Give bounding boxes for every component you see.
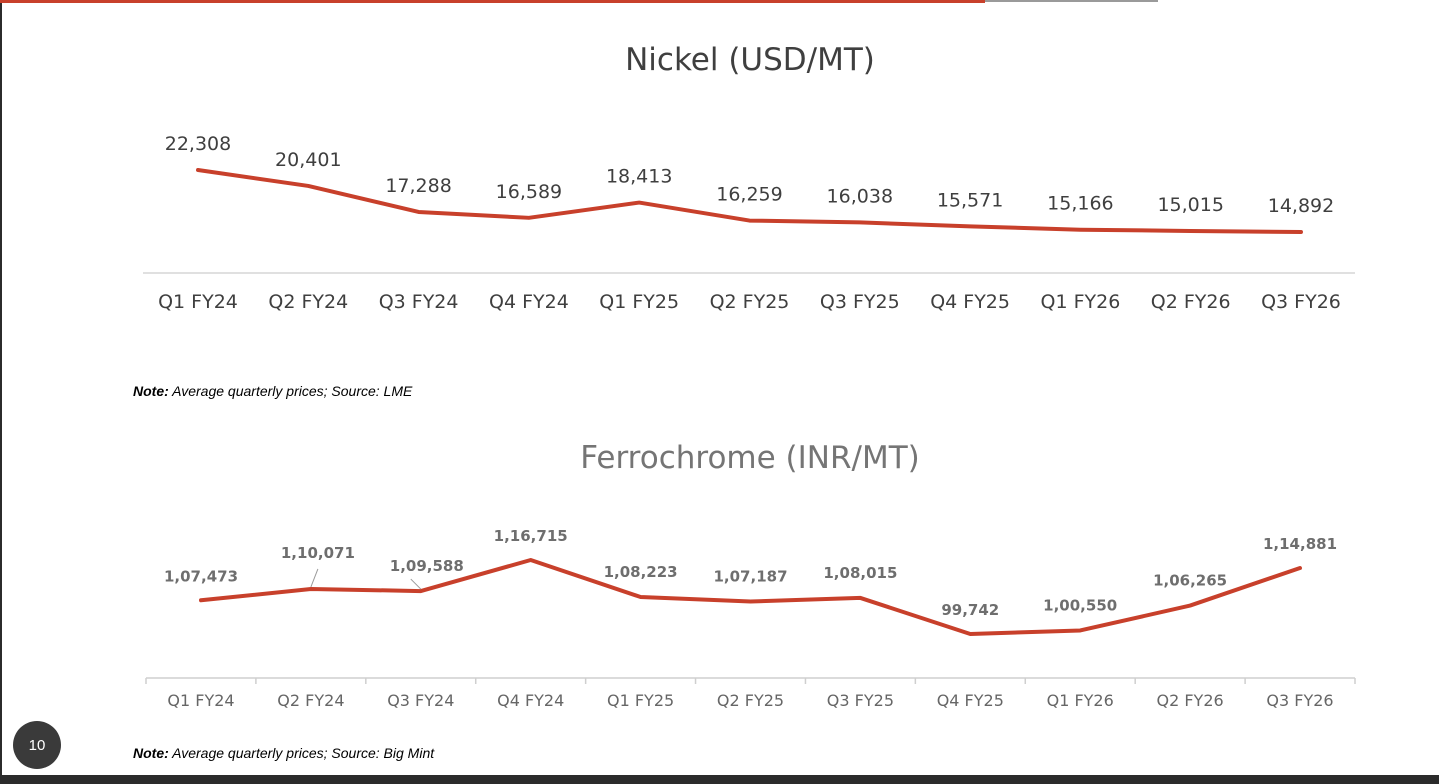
x-tick-label: Q1 FY24	[167, 691, 234, 710]
data-label: 22,308	[165, 133, 231, 155]
data-point	[527, 216, 531, 220]
nickel-line-chart: 22,308 20,401 17,288 16,589 18,413 16,259 16,0…	[143, 133, 1355, 313]
data-label: 20,401	[275, 149, 341, 171]
x-tick-label: Q2 FY25	[717, 691, 784, 710]
page-number-badge: 10	[13, 721, 61, 769]
x-tick-label: Q2 FY25	[710, 291, 790, 313]
x-tick-label: Q1 FY25	[607, 691, 674, 710]
data-point	[858, 596, 862, 600]
x-tick-label: Q4 FY25	[930, 291, 1010, 313]
data-point	[529, 558, 533, 562]
x-tick-label: Q3 FY24	[387, 691, 454, 710]
x-tick-label: Q2 FY24	[277, 691, 344, 710]
nickel-chart-title: Nickel (USD/MT)	[625, 42, 875, 78]
data-point	[1298, 566, 1302, 570]
data-label: 1,00,550	[1043, 596, 1117, 614]
ferrochrome-chart-title: Ferrochrome (INR/MT)	[580, 440, 920, 476]
x-tick-label: Q3 FY26	[1266, 691, 1333, 710]
data-point	[419, 589, 423, 593]
data-point	[1189, 229, 1193, 233]
data-point	[968, 224, 972, 228]
nickel-source-note: Note: Average quarterly prices; Source: …	[133, 383, 412, 399]
data-label: 15,015	[1157, 194, 1223, 216]
data-point	[1078, 628, 1082, 632]
x-tick-label: Q2 FY24	[268, 291, 348, 313]
x-tick-label: Q1 FY26	[1047, 691, 1114, 710]
data-label: 1,07,473	[164, 567, 238, 585]
x-tick-label: Q4 FY24	[489, 291, 569, 313]
note-text: Average quarterly prices; Source: LME	[168, 383, 413, 399]
slide-bottom-border	[0, 775, 1439, 784]
data-point	[309, 587, 313, 591]
data-label: 15,571	[937, 189, 1003, 211]
data-label: 14,892	[1268, 195, 1334, 217]
data-label: 1,08,223	[604, 563, 678, 581]
data-point	[1078, 228, 1082, 232]
note-text: Average quarterly prices; Source: Big Mi…	[168, 745, 435, 761]
top-accent-bar	[0, 0, 985, 3]
data-label-leader	[310, 568, 319, 588]
data-point	[749, 600, 752, 604]
data-point	[858, 220, 862, 224]
data-point	[417, 210, 421, 214]
data-label: 16,038	[827, 185, 893, 207]
x-tick-label: Q3 FY26	[1261, 291, 1341, 313]
data-point	[196, 168, 200, 172]
ferrochrome-line-chart: 1,07,473 1,10,071 1,09,588 1,16,715 1,08,223…	[145, 527, 1356, 710]
x-tick-label: Q2 FY26	[1151, 291, 1231, 313]
top-gray-bar	[985, 0, 1158, 2]
data-label: 17,288	[385, 175, 451, 197]
x-tick-label: Q3 FY25	[820, 291, 900, 313]
data-label: 1,14,881	[1263, 535, 1337, 553]
data-label: 1,10,071	[281, 544, 355, 562]
data-label: 16,259	[716, 184, 782, 206]
x-tick-label: Q2 FY26	[1156, 691, 1223, 710]
data-point	[199, 598, 203, 602]
data-label: 99,742	[941, 601, 999, 619]
data-label: 16,589	[496, 181, 562, 203]
x-tick-label: Q4 FY24	[497, 691, 564, 710]
data-point	[1188, 604, 1192, 608]
data-label: 15,166	[1047, 193, 1113, 215]
data-label: 1,08,015	[823, 564, 897, 582]
data-point	[637, 201, 641, 205]
data-label-leader	[410, 578, 422, 590]
data-point	[968, 632, 972, 636]
data-label: 1,07,187	[713, 568, 787, 586]
x-tick-label: Q3 FY24	[379, 291, 459, 313]
note-label: Note:	[133, 745, 169, 761]
data-label: 1,16,715	[494, 527, 568, 545]
data-point	[748, 219, 751, 223]
slide-left-border	[0, 0, 2, 784]
x-tick-label: Q4 FY25	[937, 691, 1004, 710]
data-label: 1,09,588	[390, 557, 464, 575]
x-tick-label: Q1 FY26	[1041, 291, 1121, 313]
ferrochrome-source-note: Note: Average quarterly prices; Source: …	[133, 745, 434, 761]
x-tick-label: Q3 FY25	[827, 691, 894, 710]
data-point	[639, 595, 643, 599]
note-label: Note:	[133, 383, 169, 399]
data-label: 18,413	[606, 166, 672, 188]
data-point	[1299, 230, 1303, 234]
x-tick-label: Q1 FY25	[599, 291, 679, 313]
data-point	[306, 184, 310, 188]
x-tick-label: Q1 FY24	[158, 291, 238, 313]
data-label: 1,06,265	[1153, 572, 1227, 590]
